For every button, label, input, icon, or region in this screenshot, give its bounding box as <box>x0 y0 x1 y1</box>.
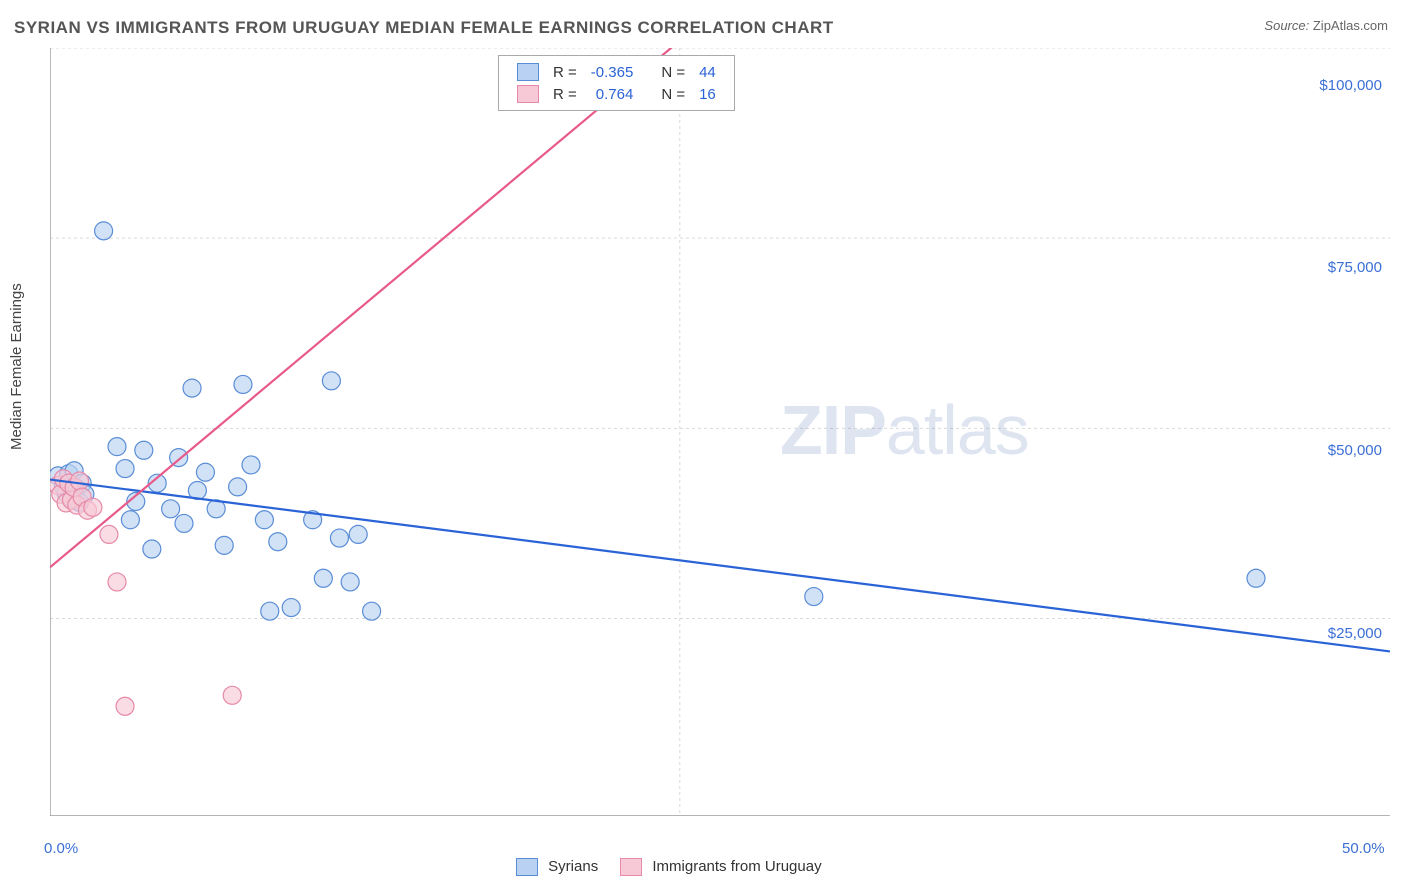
legend-swatch <box>620 858 642 876</box>
y-tick-label: $100,000 <box>1310 77 1382 94</box>
chart-title: SYRIAN VS IMMIGRANTS FROM URUGUAY MEDIAN… <box>14 18 834 38</box>
source-value: ZipAtlas.com <box>1313 18 1388 33</box>
x-tick-label: 50.0% <box>1342 840 1385 857</box>
legend-item: Immigrants from Uruguay <box>620 858 821 876</box>
y-tick-label: $25,000 <box>1310 625 1382 642</box>
legend-swatch <box>517 63 539 81</box>
correlation-legend: R = -0.365 N = 44 R = 0.764 N = 16 <box>498 55 735 111</box>
source-label: Source: <box>1264 18 1309 33</box>
legend-r-label: R = <box>547 62 583 82</box>
y-axis-label: Median Female Earnings <box>8 283 25 450</box>
legend-r-value: -0.365 <box>585 62 640 82</box>
legend-item: Syrians <box>516 858 598 876</box>
series-legend: Syrians Immigrants from Uruguay <box>516 858 844 876</box>
legend-n-value: 16 <box>693 84 722 104</box>
source-attribution: Source: ZipAtlas.com <box>1264 18 1388 33</box>
y-tick-label: $50,000 <box>1310 442 1382 459</box>
legend-swatch <box>517 85 539 103</box>
y-tick-label: $75,000 <box>1310 259 1382 276</box>
legend-r-label: R = <box>547 84 583 104</box>
legend-r-value: 0.764 <box>585 84 640 104</box>
legend-series-name: Immigrants from Uruguay <box>652 858 821 875</box>
scatter-plot <box>50 48 1390 816</box>
legend-series-name: Syrians <box>548 858 598 875</box>
legend-swatch <box>516 858 538 876</box>
legend-n-value: 44 <box>693 62 722 82</box>
legend-n-label: N = <box>655 84 691 104</box>
legend-n-label: N = <box>655 62 691 82</box>
x-tick-label: 0.0% <box>44 840 78 857</box>
